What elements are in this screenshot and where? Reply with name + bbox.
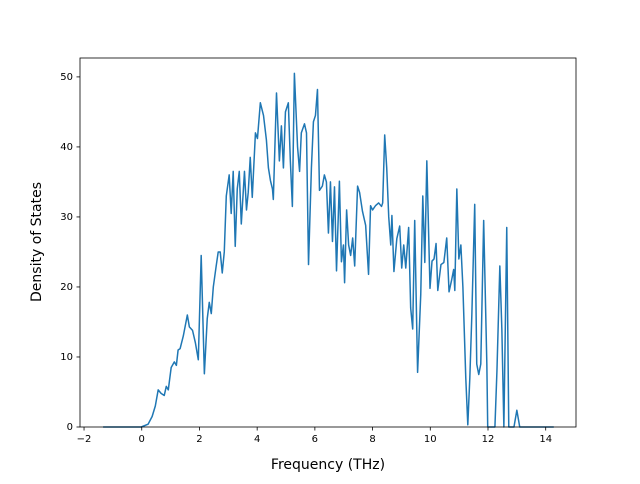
x-tick-label: 0 [139,434,145,445]
x-axis-label: Frequency (THz) [271,457,385,473]
y-axis-label: Density of States [29,182,45,302]
y-tick-label: 30 [60,212,73,223]
x-tick-label: 8 [369,434,375,445]
x-tick-label: 10 [424,434,437,445]
x-tick-label: −2 [77,434,92,445]
y-tick-label: 10 [60,352,73,363]
x-tick-label: 6 [312,434,318,445]
y-tick-label: 50 [60,72,73,83]
y-tick-label: 20 [60,282,73,293]
x-tick-label: 2 [196,434,202,445]
x-tick-label: 4 [254,434,260,445]
y-tick-label: 0 [67,422,73,433]
y-tick-label: 40 [60,142,73,153]
plot-frame [79,57,577,428]
data-line [103,72,554,428]
x-tick-label: 12 [482,434,495,445]
x-tick-label: 14 [539,434,552,445]
